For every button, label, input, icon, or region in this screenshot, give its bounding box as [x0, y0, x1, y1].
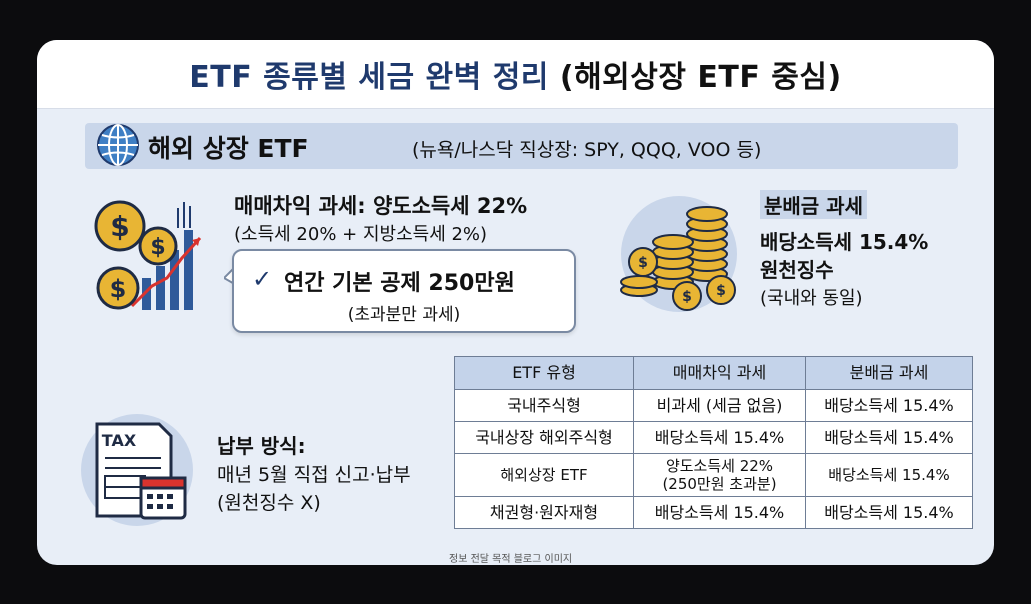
- tax-form-calendar-icon: TAX: [81, 414, 193, 526]
- page-title: ETF 종류별 세금 완벽 정리 (해외상장 ETF 중심): [189, 52, 841, 96]
- table-header-row: ETF 유형 매매차익 과세 분배금 과세: [454, 356, 973, 390]
- svg-text:$: $: [716, 283, 726, 299]
- globe-icon: [97, 124, 139, 166]
- payment-line2: (원천징수 X): [217, 492, 321, 514]
- table-row: 국내주식형 비과세 (세금 없음) 배당소득세 15.4%: [454, 389, 973, 422]
- table-cell-dist: 배당소득세 15.4%: [805, 389, 973, 422]
- table-cell-type: 채권형·원자재형: [454, 496, 634, 529]
- dividend-line3: (국내와 동일): [760, 288, 863, 309]
- tax-label: TAX: [102, 431, 137, 450]
- table-cell-dist: 배당소득세 15.4%: [805, 496, 973, 529]
- svg-text:$: $: [110, 275, 127, 303]
- payment-line1: 매년 5월 직접 신고·납부: [217, 464, 411, 486]
- table-cell-gain: 배당소득세 15.4%: [633, 496, 806, 529]
- section-bar: [85, 123, 958, 169]
- table-cell-type: 국내상장 해외주식형: [454, 421, 634, 454]
- title-sub: (해외상장 ETF 중심): [559, 60, 842, 95]
- dividend-heading: 분배금 과세: [760, 190, 867, 219]
- table-cell-gain-multiline: 양도소득세 22% (250만원 초과분): [633, 453, 806, 497]
- capital-gains-detail: (소득세 20% + 지방소득세 2%): [234, 224, 488, 245]
- section-title: 해외 상장 ETF: [148, 134, 309, 163]
- table-cell-gain: 비과세 (세금 없음): [633, 389, 806, 422]
- svg-text:$: $: [110, 210, 129, 243]
- table-cell-dist: 배당소득세 15.4%: [805, 453, 973, 497]
- payment-heading: 납부 방식:: [217, 434, 306, 458]
- table-header-type: ETF 유형: [454, 356, 634, 390]
- section-subtitle: (뉴욕/나스닥 직상장: SPY, QQQ, VOO 등): [412, 139, 762, 161]
- svg-text:$: $: [638, 255, 648, 271]
- table-cell-type: 국내주식형: [454, 389, 634, 422]
- svg-text:$: $: [150, 235, 165, 260]
- coin-stacks-icon: $ $ $: [620, 196, 737, 312]
- infographic-card: ETF 종류별 세금 완벽 정리 (해외상장 ETF 중심) 해외 상장 ETF…: [37, 40, 994, 565]
- capital-gains-heading: 매매차익 과세: 양도소득세 22%: [234, 194, 528, 218]
- callout-note: (초과분만 과세): [347, 305, 461, 325]
- svg-text:$: $: [682, 289, 692, 305]
- check-icon: ✓: [252, 265, 273, 293]
- etf-tax-table: ETF 유형 매매차익 과세 분배금 과세 국내주식형 비과세 (세금 없음) …: [454, 356, 973, 529]
- table-cell-dist: 배당소득세 15.4%: [805, 421, 973, 454]
- title-main: ETF 종류별 세금 완벽 정리: [189, 60, 549, 95]
- dividend-line2: 원천징수: [760, 258, 834, 282]
- table-cell-type: 해외상장 ETF: [454, 453, 634, 497]
- table-cell-gain-note: (250만원 초과분): [662, 475, 777, 493]
- table-cell-gain: 배당소득세 15.4%: [633, 421, 806, 454]
- table-row: 국내상장 해외주식형 배당소득세 15.4% 배당소득세 15.4%: [454, 421, 973, 454]
- table-header-dist: 분배금 과세: [805, 356, 973, 390]
- callout-main-text: 연간 기본 공제 250만원: [284, 271, 515, 296]
- table-row: 해외상장 ETF 양도소득세 22% (250만원 초과분) 배당소득세 15.…: [454, 453, 973, 497]
- footer-note: 정보 전달 목적 블로그 이미지: [449, 554, 573, 565]
- coins-chart-icon: $ $ $: [94, 200, 202, 310]
- table-row: 채권형·원자재형 배당소득세 15.4% 배당소득세 15.4%: [454, 496, 973, 529]
- table-header-gain: 매매차익 과세: [633, 356, 806, 390]
- table-cell-gain-main: 양도소득세 22%: [665, 457, 774, 475]
- deduction-callout: ✓ 연간 기본 공제 250만원 (초과분만 과세): [232, 249, 576, 333]
- title-bar: ETF 종류별 세금 완벽 정리 (해외상장 ETF 중심): [37, 40, 994, 109]
- dividend-line1: 배당소득세 15.4%: [760, 230, 929, 254]
